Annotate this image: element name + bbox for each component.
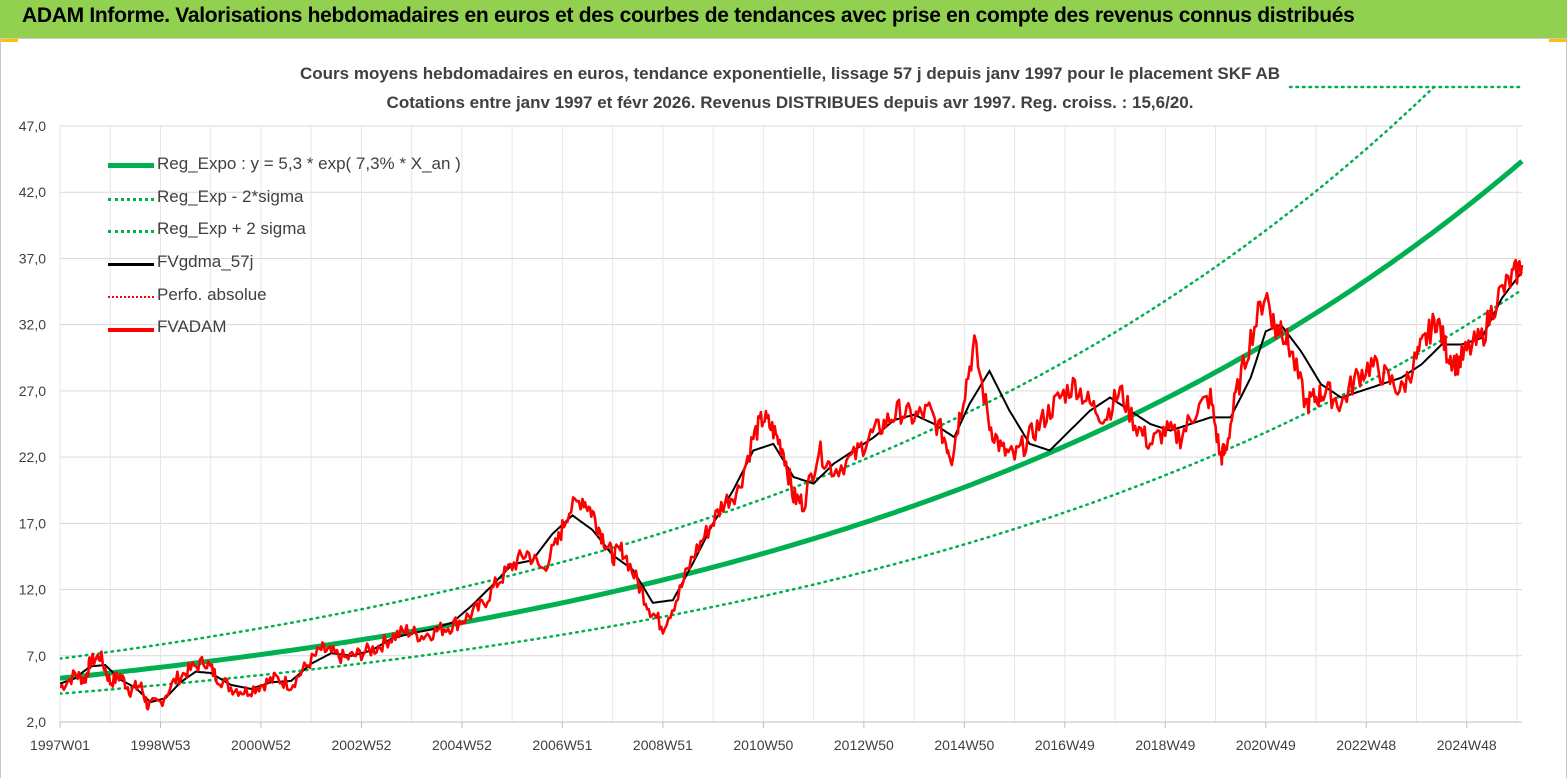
x-tick-label: 2016W49 — [1035, 737, 1095, 753]
y-tick-label: 27,0 — [19, 383, 46, 399]
legend-swatch-reg-expo — [108, 163, 154, 168]
x-tick-label: 2004W52 — [432, 737, 492, 753]
x-tick-label: 2024W48 — [1437, 737, 1497, 753]
y-tick-label: 47,0 — [19, 118, 46, 134]
legend-swatch-fvgdma — [108, 263, 154, 267]
legend-swatch-perfo — [108, 295, 154, 298]
x-tick-label: 2010W50 — [733, 737, 793, 753]
legend-label-fvgdma: FVgdma_57j — [157, 252, 254, 272]
y-tick-label: 7,0 — [27, 648, 47, 664]
x-tick-label: 2000W52 — [231, 737, 291, 753]
chart-title: Cours moyens hebdomadaires en euros, ten… — [299, 64, 1280, 83]
series-reg-exp-plus-2sigma — [60, 86, 1437, 660]
legend-label-reg-minus: Reg_Exp - 2*sigma — [157, 186, 304, 206]
x-tick-label: 2020W49 — [1236, 737, 1296, 753]
legend-label-fvadam: FVADAM — [157, 317, 227, 337]
bottom-strip — [0, 778, 1567, 783]
legend-swatch-fvadam — [108, 328, 154, 333]
legend-label-reg-expo: Reg_Expo : y = 5,3 * exp( 7,3% * X_an ) — [157, 154, 461, 173]
banner-accent-left — [0, 38, 18, 42]
x-tick-label: 2018W49 — [1135, 737, 1195, 753]
legend-label-reg-plus: Reg_Exp + 2 sigma — [157, 219, 306, 239]
chart-subtitle: Cotations entre janv 1997 et févr 2026. … — [386, 93, 1194, 112]
y-tick-label: 42,0 — [19, 184, 46, 200]
y-tick-label: 12,0 — [19, 582, 46, 598]
y-tick-label: 2,0 — [27, 714, 47, 730]
x-tick-label: 2008W51 — [633, 737, 693, 753]
x-tick-label: 2012W50 — [834, 737, 894, 753]
x-tick-label: 1998W53 — [131, 737, 191, 753]
series-fvadam — [60, 258, 1524, 711]
x-tick-label: 1997W01 — [30, 737, 90, 753]
legend-label-perfo: Perfo. absolue — [157, 284, 267, 304]
title-banner: ADAM Informe. Valorisations hebdomadaire… — [0, 0, 1567, 38]
x-tick-label: 2006W51 — [532, 737, 592, 753]
banner-title: ADAM Informe. Valorisations hebdomadaire… — [22, 4, 1355, 27]
legend-swatch-reg-plus — [108, 230, 154, 234]
y-tick-label: 17,0 — [19, 515, 46, 531]
x-tick-label: 2014W50 — [934, 737, 994, 753]
legend-swatch-reg-minus — [108, 197, 154, 201]
y-tick-label: 22,0 — [19, 449, 46, 465]
x-tick-label: 2022W48 — [1336, 737, 1396, 753]
series-reg-exp-minus-2sigma — [60, 288, 1524, 695]
series-fvgdma-57j — [60, 271, 1523, 704]
banner-accent-right — [1549, 38, 1567, 42]
y-tick-label: 37,0 — [19, 250, 46, 266]
y-tick-label: 32,0 — [19, 317, 46, 333]
x-tick-label: 2002W52 — [331, 737, 391, 753]
